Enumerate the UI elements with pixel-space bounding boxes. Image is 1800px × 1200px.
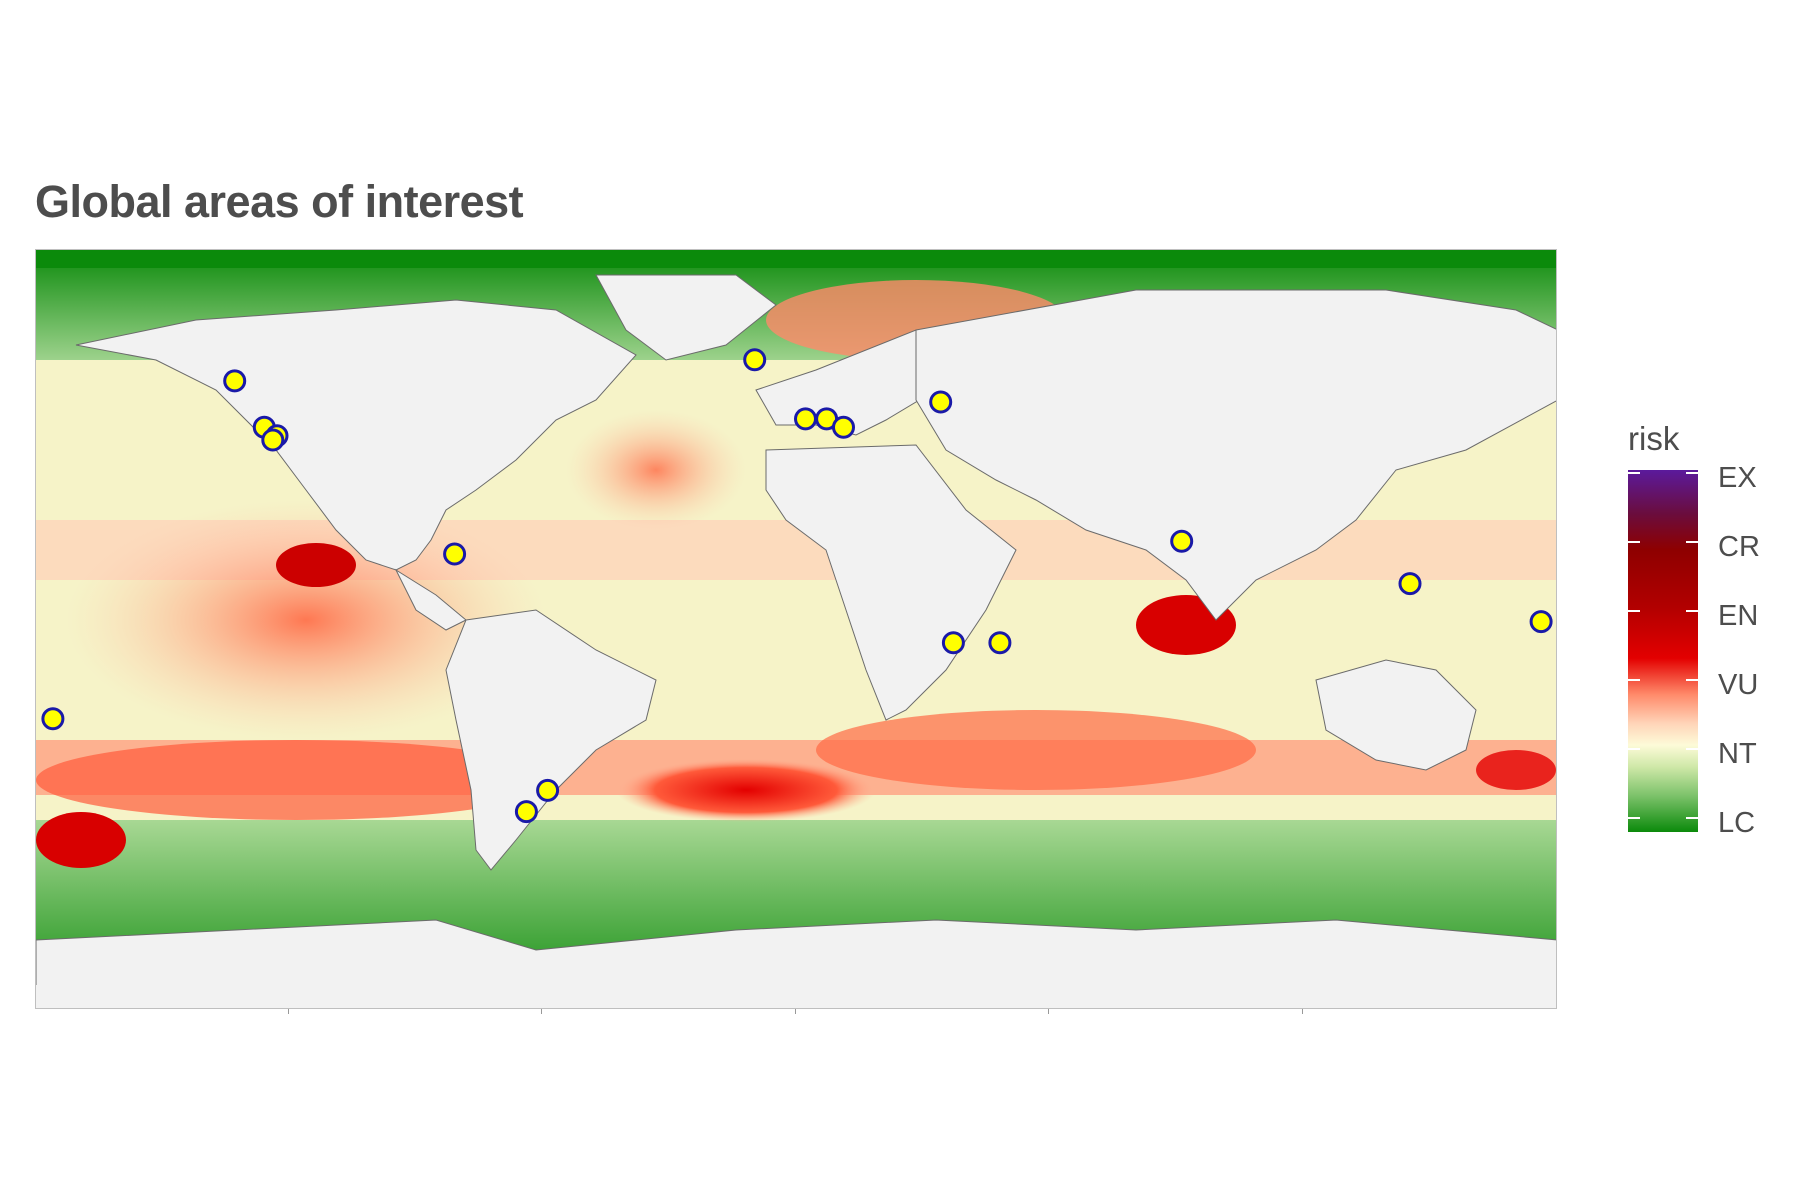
legend-tick xyxy=(1628,817,1640,819)
area-of-interest-marker xyxy=(514,800,538,824)
antarctica xyxy=(36,919,1556,991)
area-of-interest-marker xyxy=(832,415,855,439)
x-axis-tick xyxy=(1048,1009,1049,1014)
area-of-interest-marker xyxy=(794,407,817,431)
area-of-interest-marker xyxy=(988,631,1012,655)
south-atlantic-hotspot xyxy=(616,758,876,822)
legend-label-vu: VU xyxy=(1718,669,1759,701)
indian-ocean-band xyxy=(816,710,1256,790)
chart-title: Global areas of interest xyxy=(35,176,524,227)
world-map xyxy=(36,250,1556,1008)
legend-tick xyxy=(1628,610,1640,612)
south-pacific-red-patch xyxy=(36,812,126,868)
legend-tick xyxy=(1628,541,1640,543)
north-america xyxy=(75,299,637,571)
legend-tick xyxy=(1628,472,1640,474)
x-axis-tick xyxy=(1302,1009,1303,1014)
north-atlantic-hotspot xyxy=(566,410,746,530)
area-of-interest-marker xyxy=(1398,572,1422,596)
legend-colorbar xyxy=(1628,470,1698,832)
legend-tick xyxy=(1628,679,1640,681)
australia xyxy=(1315,659,1477,771)
area-of-interest-marker xyxy=(41,707,65,731)
area-of-interest-marker xyxy=(1170,529,1194,553)
area-of-interest-marker xyxy=(536,778,560,802)
area-of-interest-marker xyxy=(261,428,285,452)
legend-title: risk xyxy=(1628,420,1680,457)
legend-tick xyxy=(1686,748,1698,750)
legend-tick xyxy=(1686,610,1698,612)
legend-tick xyxy=(1686,472,1698,474)
north-polar-edge xyxy=(36,250,1556,268)
legend-label-en: EN xyxy=(1718,600,1759,632)
legend-tick xyxy=(1686,817,1698,819)
area-of-interest-marker xyxy=(743,348,767,372)
legend-label-lc: LC xyxy=(1718,807,1756,839)
legend-label-ex: EX xyxy=(1718,462,1757,494)
legend-tick xyxy=(1686,679,1698,681)
marker-layer xyxy=(41,348,1553,824)
x-axis-tick xyxy=(288,1009,289,1014)
east-pacific-hotspot xyxy=(66,500,546,740)
x-axis-tick xyxy=(541,1009,542,1014)
area-of-interest-marker xyxy=(929,390,953,414)
continents xyxy=(36,274,1556,991)
area-of-interest-marker xyxy=(223,369,247,393)
central-america xyxy=(394,568,467,631)
world-map-panel xyxy=(35,249,1557,1009)
area-of-interest-marker xyxy=(941,631,965,655)
south-polar-edge xyxy=(36,985,1556,1008)
east-australia-hotspot xyxy=(1476,750,1556,790)
asia xyxy=(915,289,1556,621)
legend-tick xyxy=(1686,541,1698,543)
south-pacific-band-hotspot xyxy=(36,740,556,820)
greenland xyxy=(595,274,777,361)
area-of-interest-marker xyxy=(1529,610,1553,634)
california-hotspot xyxy=(276,543,356,587)
area-of-interest-marker xyxy=(443,542,467,566)
legend-tick xyxy=(1628,748,1640,750)
legend-label-nt: NT xyxy=(1718,738,1757,770)
legend-label-cr: CR xyxy=(1718,531,1760,563)
x-axis-tick xyxy=(795,1009,796,1014)
